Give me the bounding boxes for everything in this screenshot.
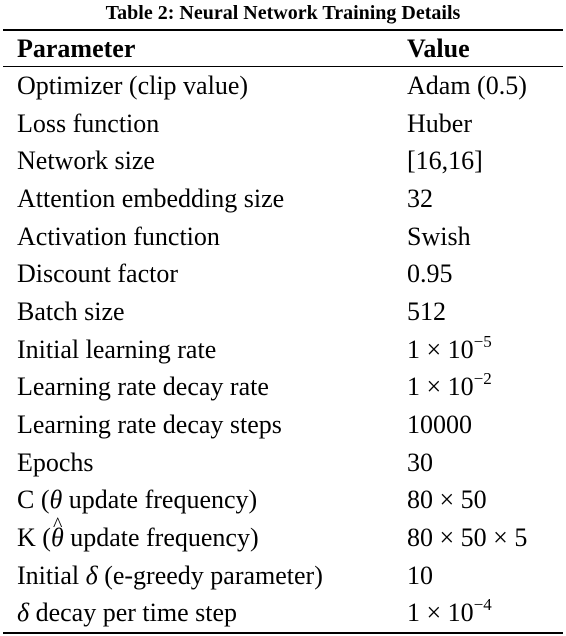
training-details-table: Parameter Value Optimizer (clip value) A… (3, 29, 563, 635)
parameter-cell: Network size (17, 146, 155, 176)
value-exponent: −4 (473, 595, 492, 615)
value-cell: Swish (407, 221, 471, 251)
parameter-cell: δ decay per time step (17, 598, 237, 628)
value-base: 1 × 10 (407, 598, 474, 628)
parameter-cell: Batch size (17, 296, 125, 326)
parameter-cell: Initial δ (e-greedy parameter) (17, 561, 323, 591)
table-row: Optimizer (clip value) Adam (0.5) (3, 67, 563, 105)
value-cell: Adam (0.5) (407, 70, 527, 100)
parameter-suffix: (e-greedy parameter) (97, 560, 323, 590)
table-row: Learning rate decay rate 1 × 10−2 (3, 369, 563, 407)
value-exponent: −2 (473, 369, 492, 389)
bottom-rule (3, 632, 563, 635)
value-cell: 30 (407, 447, 433, 477)
table-row: Initial learning rate 1 × 10−5 (3, 331, 563, 369)
table-row: Loss function Huber (3, 105, 563, 143)
parameter-suffix: update frequency) (63, 523, 259, 553)
value-cell: 0.95 (407, 259, 453, 289)
delta-symbol: δ (17, 598, 30, 628)
value-cell: 1 × 10−5 (407, 331, 492, 365)
theta-hat-symbol: θ (51, 510, 64, 553)
table-row: δ decay per time step 1 × 10−4 (3, 595, 563, 633)
value-cell: 10 (407, 560, 433, 590)
value-cell: 80 × 50 × 5 (407, 523, 528, 553)
parameter-cell: Learning rate decay steps (17, 410, 282, 440)
value-cell: 80 × 50 (407, 485, 487, 515)
header-rule (3, 66, 563, 67)
parameter-cell: Discount factor (17, 259, 179, 289)
value-cell: 1 × 10−2 (407, 369, 492, 402)
header-parameter: Parameter (17, 33, 136, 63)
value-base: 1 × 10 (407, 334, 474, 364)
parameter-cell: Loss function (17, 108, 160, 138)
parameter-cell: Attention embedding size (17, 183, 285, 213)
table-row: Network size [16,16] (3, 142, 563, 180)
parameter-prefix: K ( (17, 523, 51, 553)
table-row: Epochs 30 (3, 444, 563, 482)
value-cell: [16,16] (407, 146, 483, 176)
table-row: Attention embedding size 32 (3, 180, 563, 218)
parameter-cell: Initial learning rate (17, 334, 217, 364)
value-exponent: −5 (473, 331, 492, 351)
table-row: Activation function Swish (3, 218, 563, 256)
value-cell: Huber (407, 108, 472, 138)
theta-symbol: θ (49, 485, 63, 515)
table-caption: Table 2: Neural Network Training Details (105, 2, 461, 24)
table-row: Learning rate decay steps 10000 (3, 406, 563, 444)
table-header-row: Parameter Value (3, 31, 563, 66)
table-row: Batch size 512 (3, 293, 563, 331)
table-row: C (θ update frequency) 80 × 50 (3, 482, 563, 520)
parameter-suffix: decay per time step (29, 598, 238, 628)
delta-symbol: δ (85, 560, 98, 590)
value-cell: 10000 (407, 410, 472, 440)
table-row: K (θ update frequency) 80 × 50 × 5 (3, 510, 563, 557)
parameter-prefix: C ( (17, 485, 50, 515)
value-cell: 512 (407, 296, 446, 326)
header-value: Value (407, 33, 470, 63)
parameter-cell: C (θ update frequency) (17, 485, 257, 515)
value-cell: 32 (407, 183, 433, 213)
top-rule (3, 29, 563, 31)
table-row: Initial δ (e-greedy parameter) 10 (3, 557, 563, 595)
value-base: 1 × 10 (407, 372, 474, 402)
parameter-cell: Epochs (17, 447, 94, 477)
table-row: Discount factor 0.95 (3, 255, 563, 293)
parameter-prefix: Initial (17, 560, 86, 590)
parameter-cell: Learning rate decay rate (17, 372, 269, 402)
parameter-cell: Optimizer (clip value) (17, 70, 249, 100)
value-cell: 1 × 10−4 (407, 595, 492, 628)
parameter-suffix: update frequency) (62, 485, 258, 515)
parameter-cell: K (θ update frequency) (17, 510, 259, 553)
parameter-cell: Activation function (17, 221, 220, 251)
